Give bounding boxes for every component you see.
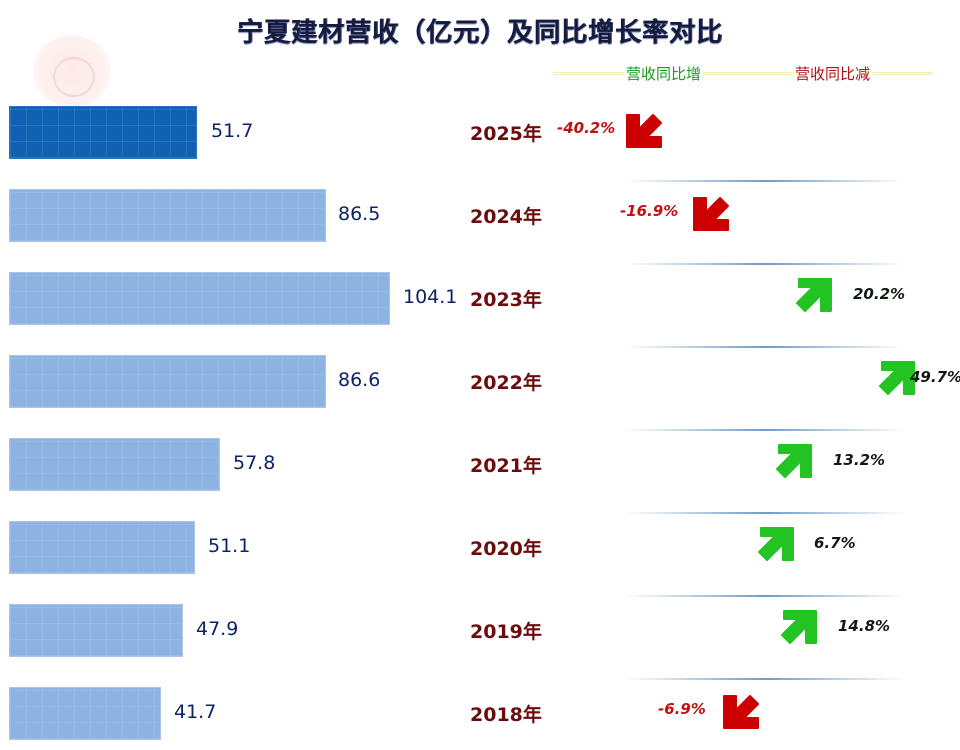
growth-percent: 13.2% (833, 451, 886, 469)
growth-percent: 6.7% (814, 534, 856, 552)
year-label: 2022年 (470, 372, 542, 394)
year-label: 2023年 (470, 289, 542, 311)
chart-row: 51.1 2020年 6.7% (0, 521, 960, 604)
chart-row: 86.6 2022年 49.7% (0, 355, 960, 438)
revenue-bar (9, 438, 220, 491)
row-divider (625, 429, 905, 431)
row-divider (625, 346, 905, 348)
revenue-value: 86.5 (338, 203, 381, 225)
growth-percent: 14.8% (838, 617, 891, 635)
growth-percent: -6.9% (658, 700, 706, 718)
revenue-value: 51.7 (211, 120, 254, 142)
revenue-value: 104.1 (403, 286, 458, 308)
chart-title: 宁夏建材营收（亿元）及同比增长率对比 (236, 18, 723, 48)
chart-row: 47.9 2019年 14.8% (0, 604, 960, 687)
growth-percent: -40.2% (557, 119, 616, 137)
arrow-up-right-icon (796, 278, 832, 312)
chart-row: 51.7 2025年 -40.2% (0, 106, 960, 189)
year-label: 2018年 (470, 704, 542, 726)
year-label: 2021年 (470, 455, 542, 477)
revenue-value: 51.1 (208, 535, 251, 557)
row-divider (625, 512, 905, 514)
revenue-bar (9, 604, 183, 657)
row-divider (625, 180, 905, 182)
chart-row: 57.8 2021年 13.2% (0, 438, 960, 521)
year-label: 2019年 (470, 621, 542, 643)
revenue-bar (9, 106, 197, 159)
revenue-bar (9, 521, 195, 574)
row-divider (625, 263, 905, 265)
revenue-bar (9, 189, 326, 242)
arrow-up-right-icon (776, 444, 812, 478)
revenue-bar (9, 687, 161, 740)
arrow-up-right-icon (879, 361, 915, 395)
revenue-value: 47.9 (196, 618, 239, 640)
chart-row: 104.1 2023年 20.2% (0, 272, 960, 355)
growth-percent: 20.2% (853, 285, 906, 303)
legend: 营收同比增 营收同比减 (553, 62, 933, 84)
arrow-down-left-icon (626, 114, 662, 148)
revenue-value: 57.8 (233, 452, 276, 474)
arrow-up-right-icon (781, 610, 817, 644)
legend-item-decrease: 营收同比减 (793, 63, 873, 84)
revenue-bar (9, 272, 390, 325)
revenue-value: 86.6 (338, 369, 381, 391)
legend-item-increase: 营收同比增 (624, 63, 704, 84)
revenue-bar (9, 355, 326, 408)
year-label: 2024年 (470, 206, 542, 228)
arrow-down-left-icon (723, 695, 759, 729)
arrow-down-left-icon (693, 197, 729, 231)
row-divider (625, 678, 905, 680)
row-divider (625, 595, 905, 597)
growth-percent: 49.7% (910, 368, 960, 386)
legend-rule (553, 72, 933, 75)
growth-percent: -16.9% (620, 202, 679, 220)
year-label: 2020年 (470, 538, 542, 560)
arrow-up-right-icon (758, 527, 794, 561)
watermark-logo (33, 35, 111, 107)
revenue-value: 41.7 (174, 701, 217, 723)
chart-row: 41.7 2018年 -6.9% (0, 687, 960, 750)
chart-row: 86.5 2024年 -16.9% (0, 189, 960, 272)
year-label: 2025年 (470, 123, 542, 145)
